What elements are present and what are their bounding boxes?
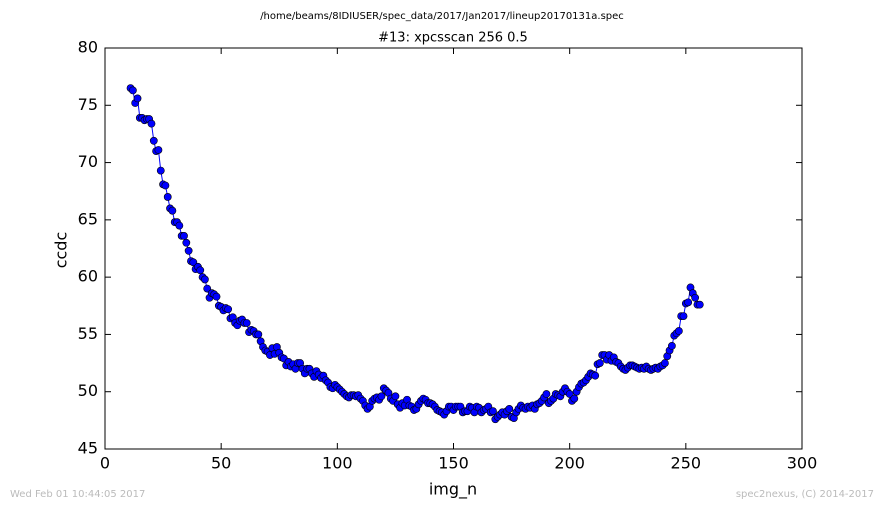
data-point	[147, 119, 156, 128]
data-point	[154, 146, 163, 154]
y-tick-label: 80	[78, 38, 98, 57]
data-point	[168, 206, 177, 215]
data-point	[679, 312, 688, 320]
x-tick-label: 300	[787, 454, 818, 473]
x-tick-label: 250	[671, 454, 702, 473]
y-tick-label: 55	[78, 324, 98, 343]
data-point	[661, 359, 669, 367]
y-tick-label: 60	[78, 267, 98, 286]
data-point	[570, 394, 579, 403]
data-point	[203, 284, 212, 293]
data-point	[149, 136, 158, 145]
suptitle: /home/beams/8IDIUSER/spec_data/2017/Jan2…	[260, 11, 624, 22]
data-point	[133, 94, 142, 103]
x-tick-label: 200	[554, 454, 585, 473]
data-point	[189, 258, 198, 267]
data-point	[175, 221, 184, 230]
data-point	[691, 293, 700, 302]
data-point	[565, 390, 574, 398]
y-tick-label: 70	[78, 152, 98, 171]
data-point	[684, 298, 693, 307]
data-point	[377, 392, 386, 401]
data-point	[391, 392, 400, 401]
y-tick-label: 75	[78, 95, 98, 114]
data-point	[163, 193, 172, 201]
data-point	[489, 407, 497, 416]
data-point	[674, 327, 683, 335]
data-point	[161, 181, 170, 190]
data-point	[505, 404, 514, 413]
data-point	[196, 266, 205, 275]
x-axis-label: img_n	[429, 480, 477, 500]
footer-timestamp: Wed Feb 01 10:44:05 2017	[10, 489, 145, 500]
data-point	[182, 238, 191, 247]
y-axis-label: ccdc	[52, 232, 71, 269]
data-point	[128, 86, 137, 95]
chart-title: #13: xpcsscan 256 0.5	[378, 31, 528, 46]
data-point	[156, 166, 165, 175]
data-point	[212, 292, 221, 301]
data-point	[595, 359, 604, 367]
x-tick-label: 50	[211, 454, 231, 473]
data-point	[542, 390, 551, 398]
y-tick-label: 65	[78, 209, 98, 228]
y-tick-label: 45	[78, 439, 98, 458]
data-point	[254, 330, 263, 339]
data-point	[224, 305, 233, 314]
data-point	[201, 275, 209, 284]
y-tick-label: 50	[78, 381, 98, 400]
x-tick-label: 150	[438, 454, 469, 473]
data-point	[184, 246, 193, 255]
data-point	[242, 319, 251, 327]
data-point	[667, 341, 676, 350]
footer-credit: spec2nexus, (C) 2014-2017	[736, 489, 874, 500]
data-point	[180, 231, 188, 240]
data-line	[130, 87, 700, 421]
x-tick-label: 0	[100, 454, 110, 473]
x-tick-label: 100	[322, 454, 353, 473]
plot-frame	[104, 47, 803, 450]
data-point	[591, 371, 600, 380]
data-point	[695, 300, 704, 309]
